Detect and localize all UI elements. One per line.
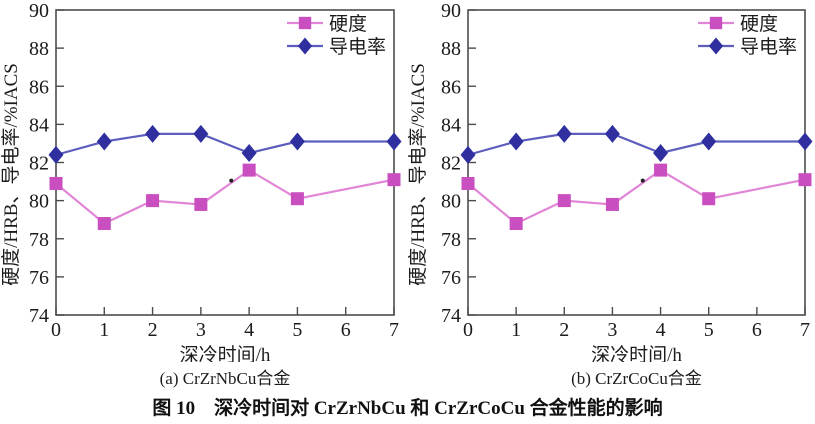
conductivity-marker: [797, 132, 813, 151]
y-axis-tick-label: 74: [441, 305, 461, 327]
x-axis-tick-label: 0: [463, 319, 473, 341]
legend-label-conductivity: 导电率: [329, 36, 386, 58]
x-axis-tick-label: 6: [752, 319, 762, 341]
hardness-marker: [290, 192, 304, 206]
subcaption-b: (b) CrZrCoCu合金: [571, 369, 702, 388]
conductivity-marker: [508, 132, 524, 151]
y-axis-tick-label: 80: [29, 191, 49, 213]
x-axis-tick-label: 0: [51, 319, 61, 341]
hardness-marker: [387, 173, 401, 187]
hardness-marker: [509, 217, 523, 230]
y-axis-tick-label: 84: [441, 114, 461, 136]
conductivity-marker: [241, 143, 257, 162]
y-axis-tick-label: 76: [441, 267, 461, 289]
conductivity-marker: [653, 143, 669, 162]
y-axis-label: 硬度/HRB、导电率/%IACS: [0, 63, 22, 286]
chart-a-canvas: 74 76 78 80 82 84 86 88 90 0 1 2 3 4 5 6 7 深冷时间/h 硬度/HRB、导…: [0, 0, 402, 362]
y-axis-tick-label: 78: [441, 229, 461, 251]
hardness-marker: [709, 16, 723, 30]
chart-b-canvas: 74 76 78 80 82 84 86 88 90 0 1 2 3 4 5 6 7 深冷时间/h 硬度/HRB、导…: [407, 0, 813, 362]
y-axis-tick-label: 90: [441, 0, 461, 22]
y-axis-tick-label: 86: [29, 76, 49, 98]
conductivity-marker: [708, 37, 724, 55]
x-axis-tick-label: 5: [292, 319, 302, 341]
hardness-marker: [242, 163, 256, 177]
y-axis-tick-label: 88: [29, 38, 49, 60]
speck-artifact: [229, 178, 234, 183]
x-axis-tick-label: 2: [148, 319, 158, 341]
conductivity-marker: [289, 132, 305, 151]
x-axis-label: 深冷时间/h: [180, 344, 271, 362]
hardness-series-line: [467, 168, 806, 225]
hardness-marker: [798, 173, 812, 187]
conductivity-marker: [96, 132, 112, 151]
hardness-marker: [97, 217, 111, 230]
y-axis-tick-label: 82: [29, 153, 49, 175]
x-axis-tick-label: 1: [511, 319, 521, 341]
conductivity-marker: [48, 145, 64, 164]
y-axis-tick-label: 90: [29, 0, 49, 22]
conductivity-marker: [556, 124, 572, 143]
hardness-marker: [702, 192, 716, 206]
y-axis-tick-label: 78: [29, 229, 49, 251]
hardness-marker: [49, 176, 63, 190]
x-axis-tick-label: 6: [341, 319, 351, 341]
hardness-marker: [194, 197, 208, 211]
y-axis-tick-label: 88: [441, 38, 461, 60]
y-axis-tick-label: 76: [29, 267, 49, 289]
x-axis-tick-label: 4: [656, 319, 666, 341]
conductivity-marker: [145, 124, 161, 143]
conductivity-marker: [460, 145, 476, 164]
x-axis-tick-label: 3: [607, 319, 617, 341]
y-axis-tick-label: 86: [441, 76, 461, 98]
y-axis-tick-label: 82: [441, 153, 461, 175]
y-axis-tick-label: 84: [29, 114, 49, 136]
chart-panel-a: 74 76 78 80 82 84 86 88 90 0 1 2 3 4 5 6 7 深冷时间/h 硬度/HRB、导…: [0, 0, 408, 392]
legend-label-hardness: 硬度: [740, 13, 778, 35]
hardness-series-line: [55, 168, 395, 225]
figure-caption: 图 10 深冷时间对 CrZrNbCu 和 CrZrCoCu 合金性能的影响: [152, 398, 663, 419]
x-axis-tick-label: 7: [800, 319, 810, 341]
conductivity-marker: [701, 132, 717, 151]
x-axis-label: 深冷时间/h: [591, 344, 682, 362]
x-axis-tick-label: 3: [196, 319, 206, 341]
hardness-marker: [605, 197, 619, 211]
hardness-marker: [461, 176, 475, 190]
y-axis-tick-label: 80: [441, 191, 461, 213]
x-axis-tick-label: 5: [704, 319, 714, 341]
subcaption-a: (a) CrZrNbCu合金: [159, 369, 291, 388]
hardness-marker: [557, 194, 571, 208]
x-axis-tick-label: 2: [559, 319, 569, 341]
x-axis-tick-label: 1: [99, 319, 109, 341]
x-axis-tick-label: 4: [244, 319, 254, 341]
hardness-marker: [654, 163, 668, 177]
hardness-marker: [146, 194, 160, 208]
chart-panel-b: 74 76 78 80 82 84 86 88 90 0 1 2 3 4 5 6 7 深冷时间/h 硬度/HRB、导…: [407, 0, 815, 392]
x-axis-tick-label: 7: [389, 319, 399, 341]
y-axis-tick-label: 74: [29, 305, 49, 327]
hardness-marker: [298, 16, 312, 30]
legend-label-hardness: 硬度: [329, 13, 367, 35]
conductivity-marker: [604, 124, 620, 143]
speck-artifact: [640, 178, 645, 183]
conductivity-marker: [297, 37, 313, 55]
conductivity-marker: [386, 132, 402, 151]
conductivity-marker: [193, 124, 209, 143]
y-axis-label: 硬度/HRB、导电率/%IACS: [407, 63, 429, 286]
legend-label-conductivity: 导电率: [740, 36, 797, 58]
